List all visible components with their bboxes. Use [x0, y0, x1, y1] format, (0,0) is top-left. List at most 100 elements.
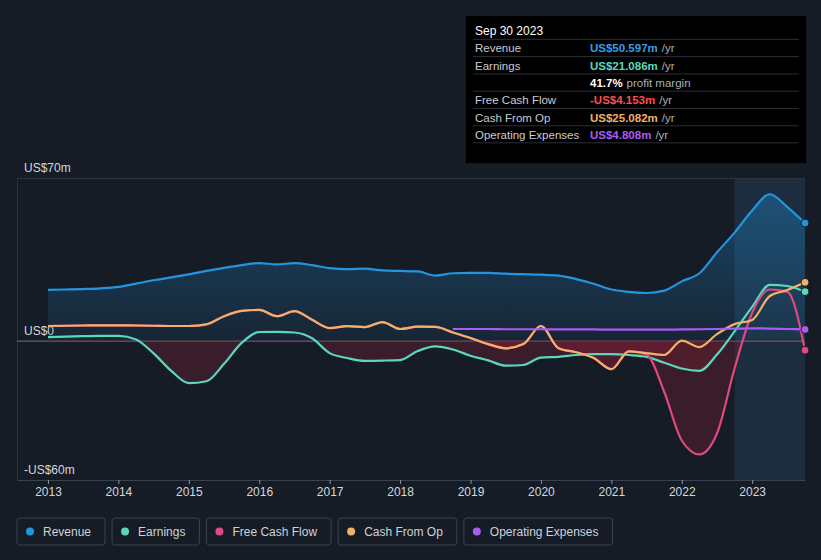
legend-label: Revenue	[43, 525, 91, 539]
chart: -US$60mUS$0US$70m20132014201520162017201…	[0, 0, 821, 560]
y-tick: US$70m	[17, 161, 805, 179]
tooltip-value: -US$4.153m	[590, 94, 655, 106]
x-tick-mark	[752, 480, 753, 484]
legend-swatch	[215, 528, 223, 536]
tooltip-label: Earnings	[475, 60, 521, 72]
x-tick: 2020	[528, 480, 555, 499]
y-tick: -US$60m	[17, 463, 805, 481]
end-dot	[801, 219, 809, 227]
series-area	[48, 194, 805, 340]
x-tick-label: 2014	[106, 485, 133, 499]
x-tick-label: 2013	[35, 485, 62, 499]
x-tick-label: 2018	[387, 485, 414, 499]
background	[0, 0, 821, 560]
tooltip-label: Free Cash Flow	[475, 94, 557, 106]
tooltip-separator	[473, 108, 799, 109]
tooltip-label: Cash From Op	[475, 112, 550, 124]
tooltip-separator	[473, 125, 799, 126]
x-tick-mark	[682, 480, 683, 484]
x-tick-mark	[48, 480, 49, 484]
x-axis-line	[18, 480, 806, 481]
legend: Revenue Earnings Free Cash Flow Cash From O…	[17, 518, 613, 545]
x-tick-label: 2015	[176, 485, 203, 499]
tooltip-value: US$25.082m	[590, 112, 658, 124]
tooltip-separator	[473, 39, 799, 40]
x-tick-mark	[471, 480, 472, 484]
x-tick-mark	[189, 480, 190, 484]
legend-item[interactable]: Free Cash Flow	[206, 518, 331, 545]
legend-box[interactable]	[112, 518, 199, 545]
x-tick-label: 2023	[739, 485, 766, 499]
series-line	[48, 285, 805, 383]
end-dot	[801, 346, 809, 354]
end-dot	[801, 325, 809, 333]
legend-item[interactable]: Cash From Op	[338, 518, 457, 545]
x-tick: 2013	[35, 480, 62, 499]
x-tick-mark	[611, 480, 612, 484]
grid-line	[17, 178, 805, 179]
tooltip-value-text: US$25.082m/yr	[590, 112, 675, 124]
legend-box[interactable]	[17, 518, 105, 545]
x-tick-label: 2022	[669, 485, 696, 499]
tooltip-separator	[473, 56, 799, 57]
tooltip-value: US$50.597m	[590, 42, 658, 54]
tooltip-value-text: US$4.808m/yr	[590, 129, 668, 141]
tooltip-box	[466, 16, 806, 163]
negative-area	[48, 341, 805, 370]
end-dots	[801, 219, 809, 354]
x-tick-mark	[330, 480, 331, 484]
x-tick: 2022	[669, 480, 696, 499]
y-axis-line	[18, 179, 806, 481]
y-tick-label: -US$60m	[24, 463, 75, 477]
tooltip-unit: /yr	[659, 94, 672, 106]
tooltip-value-text: US$21.086m/yr	[590, 60, 675, 72]
x-tick-mark	[541, 480, 542, 484]
x-tick: 2019	[458, 480, 485, 499]
legend-box[interactable]	[464, 518, 613, 545]
tooltip-unit: /yr	[662, 60, 675, 72]
legend-box[interactable]	[338, 518, 457, 545]
series-line	[453, 328, 805, 329]
legend-swatch	[121, 528, 129, 536]
x-tick: 2017	[317, 480, 344, 499]
tooltip-value: 41.7%	[590, 77, 623, 89]
series-line	[48, 194, 805, 293]
legend-item[interactable]: Earnings	[112, 518, 199, 545]
legend-item[interactable]: Operating Expenses	[464, 518, 613, 545]
plot-marks	[48, 194, 805, 454]
grid-line	[17, 480, 805, 481]
negative-area	[48, 341, 805, 455]
legend-swatch	[473, 528, 481, 536]
legend-swatch	[347, 528, 355, 536]
tooltip: Sep 30 2023 Revenue US$50.597m/yr Earnings U…	[466, 16, 806, 163]
x-tick: 2023	[739, 480, 766, 499]
x-tick-label: 2016	[246, 485, 273, 499]
tooltip-label: Operating Expenses	[475, 129, 579, 141]
x-tick-label: 2017	[317, 485, 344, 499]
tooltip-label: Revenue	[475, 42, 521, 54]
x-tick-label: 2020	[528, 485, 555, 499]
tooltip-value-text: US$50.597m/yr	[590, 42, 675, 54]
legend-label: Operating Expenses	[490, 525, 599, 539]
x-tick: 2021	[598, 480, 625, 499]
x-tick-mark	[259, 480, 260, 484]
x-tick: 2014	[106, 480, 133, 499]
tooltip-separator	[473, 73, 799, 74]
legend-item[interactable]: Revenue	[17, 518, 105, 545]
tooltip-value: US$21.086m	[590, 60, 658, 72]
x-tick-mark	[118, 480, 119, 484]
legend-label: Cash From Op	[364, 525, 443, 539]
legend-label: Free Cash Flow	[232, 525, 317, 539]
tooltip-separator	[473, 142, 799, 143]
legend-box[interactable]	[206, 518, 331, 545]
end-dot	[801, 288, 809, 296]
tooltip-value-text: -US$4.153m/yr	[590, 94, 672, 106]
x-tick-mark	[400, 480, 401, 484]
legend-swatch	[26, 528, 34, 536]
series-line	[48, 290, 805, 455]
tooltip-unit: profit margin	[627, 77, 691, 89]
tooltip-title: Sep 30 2023	[475, 24, 543, 38]
tooltip-unit: /yr	[662, 42, 675, 54]
x-tick: 2018	[387, 480, 414, 499]
series-line	[48, 282, 805, 369]
